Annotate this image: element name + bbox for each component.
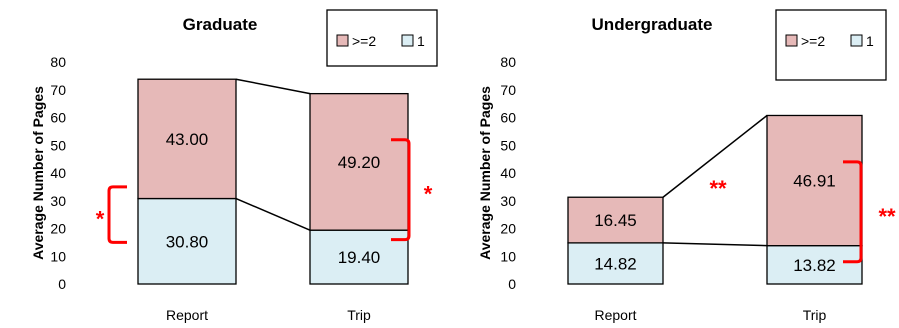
chart-title: Undergraduate <box>592 15 713 34</box>
y-tick-label: 60 <box>50 110 66 126</box>
y-tick-label: 0 <box>508 276 516 292</box>
bar-segment <box>766 244 863 285</box>
y-tick-label: 70 <box>500 82 516 98</box>
x-tick-label: Report <box>166 307 208 323</box>
y-tick-label: 30 <box>500 193 516 209</box>
y-tick-label: 30 <box>50 193 66 209</box>
bar-segment <box>766 114 863 247</box>
connector-line <box>662 114 768 198</box>
significance-star: ** <box>878 204 896 229</box>
data-label: 43.00 <box>166 130 209 149</box>
data-label: 46.91 <box>793 172 836 191</box>
legend: >=2 1 <box>326 9 438 67</box>
legend-swatch <box>336 34 349 47</box>
legend-swatch <box>850 34 863 47</box>
y-tick-label: 10 <box>50 248 66 264</box>
x-tick-label: Trip <box>347 307 371 323</box>
legend-swatch <box>785 34 798 47</box>
data-label: 13.82 <box>793 256 836 275</box>
y-tick-label: 60 <box>500 110 516 126</box>
bar-segment <box>309 92 409 231</box>
y-tick-label: 10 <box>500 248 516 264</box>
bar-segment <box>567 196 664 244</box>
legend: >=2 1 <box>775 9 887 81</box>
chart-graduate: Graduate Average Number of Pages 0 10 20 30 40… <box>30 9 438 323</box>
connector-line <box>235 78 311 95</box>
legend-entry: >=2 <box>801 33 825 49</box>
data-label: 30.80 <box>166 232 209 251</box>
y-tick-label: 80 <box>50 54 66 70</box>
bar-segment <box>137 197 237 285</box>
y-tick-label: 50 <box>50 137 66 153</box>
y-tick-label: 40 <box>50 165 66 181</box>
data-label: 14.82 <box>594 254 637 273</box>
significance-star: * <box>96 207 105 232</box>
chart-title: Graduate <box>183 15 258 34</box>
y-tick-label: 80 <box>500 54 516 70</box>
significance-star: * <box>424 182 433 207</box>
chart-undergraduate: Undergraduate Average Number of Pages 0 10 2… <box>477 9 896 323</box>
data-label: 19.40 <box>338 248 381 267</box>
x-tick-label: Trip <box>803 307 827 323</box>
connector-line <box>235 197 311 231</box>
y-tick-label: 50 <box>500 137 516 153</box>
legend-entry: 1 <box>417 33 425 49</box>
significance-bracket <box>391 138 411 242</box>
connector-line <box>662 242 768 247</box>
legend-entry: 1 <box>866 33 874 49</box>
y-axis-label: Average Number of Pages <box>477 86 493 260</box>
data-label: 49.20 <box>338 153 381 172</box>
significance-star: ** <box>709 176 727 201</box>
significance-bracket <box>843 160 863 264</box>
y-tick-label: 0 <box>58 276 66 292</box>
y-tick-label: 40 <box>500 165 516 181</box>
y-tick-label: 20 <box>50 221 66 237</box>
data-label: 16.45 <box>594 211 637 230</box>
y-tick-label: 20 <box>500 221 516 237</box>
x-tick-label: Report <box>594 307 636 323</box>
legend-box <box>775 9 887 81</box>
y-tick-label: 70 <box>50 82 66 98</box>
y-axis-label: Average Number of Pages <box>30 86 46 260</box>
bar-segment <box>137 78 237 200</box>
legend-entry: >=2 <box>352 33 376 49</box>
bar-segment <box>567 242 664 285</box>
significance-bracket <box>107 185 127 244</box>
legend-swatch <box>401 34 414 47</box>
